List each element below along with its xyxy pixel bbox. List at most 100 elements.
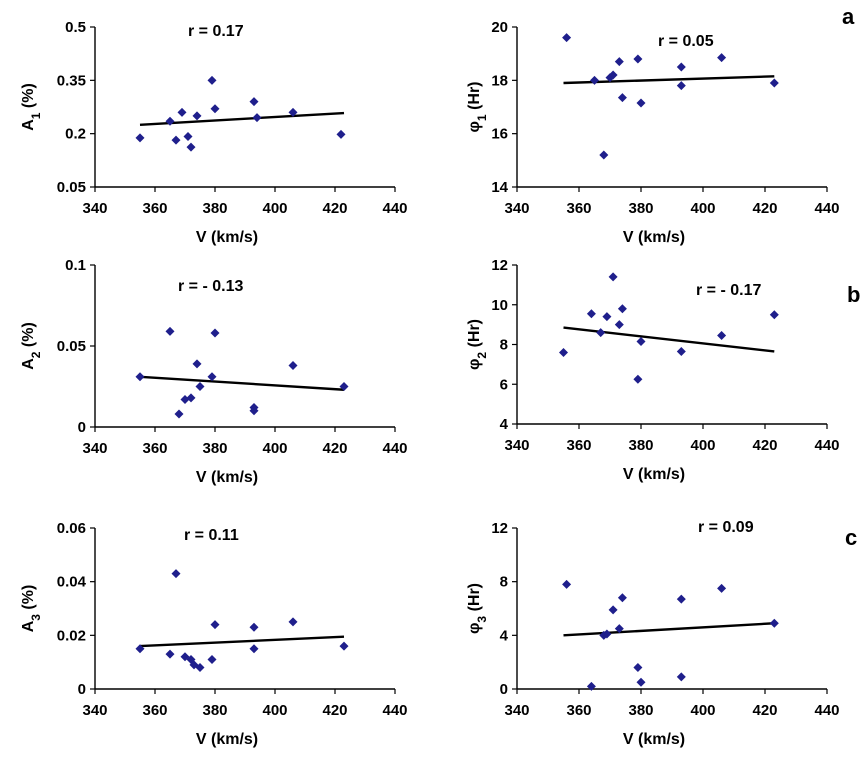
- data-point: [636, 677, 646, 687]
- x-tick-label: 360: [566, 200, 591, 217]
- x-tick-label: 400: [690, 702, 715, 719]
- trend-line: [563, 622, 775, 637]
- y-axis-label: A3 (%): [20, 585, 43, 633]
- data-point: [717, 53, 727, 63]
- y-tick-label: 6: [500, 376, 508, 393]
- data-point: [183, 132, 193, 142]
- chart-panel-A2: 0 0.05 0.1 340 360 380 400 420 440 V (km/s) A2 (%)…: [20, 257, 408, 486]
- x-tick-label: 420: [322, 200, 347, 217]
- data-point: [135, 133, 145, 143]
- x-tick-label: 420: [752, 702, 777, 719]
- trend-line: [139, 375, 345, 391]
- trend-line: [139, 635, 345, 648]
- y-tick-label: 0: [78, 681, 86, 698]
- y-tick-label: 4: [500, 627, 509, 644]
- x-tick-label: 400: [690, 437, 715, 454]
- data-point: [195, 663, 205, 673]
- chart-panel-A3: 0 0.02 0.04 0.06 340 360 380 400 420 440 V (km/s) A…: [20, 520, 408, 748]
- x-tick-label: 360: [142, 200, 167, 217]
- correlation-annotation: r = 0.11: [184, 527, 239, 544]
- data-point: [717, 331, 727, 341]
- data-point: [676, 81, 686, 91]
- data-point: [135, 644, 145, 654]
- data-point: [186, 393, 196, 403]
- chart-panel-A1: 0.05 0.2 0.35 0.5 340 360 380 400 420 440 V (km/s)…: [20, 19, 408, 246]
- y-tick-label: 0.05: [57, 338, 86, 355]
- data-point: [207, 75, 217, 85]
- x-tick-label: 380: [628, 702, 653, 719]
- data-point: [602, 629, 612, 639]
- data-point: [676, 62, 686, 72]
- y-tick-label: 0: [78, 419, 86, 436]
- x-tick-label: 380: [628, 437, 653, 454]
- data-point: [562, 33, 572, 43]
- x-tick-label: 400: [262, 702, 287, 719]
- data-point: [559, 347, 568, 357]
- data-point: [769, 310, 779, 320]
- data-point: [336, 129, 346, 139]
- trend-line: [563, 75, 775, 85]
- y-tick-label: 0.04: [57, 574, 87, 591]
- data-point: [617, 304, 627, 314]
- y-tick-label: 4: [500, 416, 509, 433]
- data-point: [135, 372, 145, 382]
- y-tick-label: 0.5: [65, 19, 86, 36]
- panel-letter: b: [847, 282, 860, 307]
- data-point: [636, 98, 646, 108]
- data-point: [608, 272, 618, 282]
- correlation-annotation: r = 0.09: [698, 519, 754, 536]
- data-point: [599, 150, 609, 160]
- y-tick-label: 0.2: [65, 126, 86, 143]
- data-point: [171, 135, 181, 145]
- data-point: [562, 579, 572, 589]
- data-point: [165, 649, 175, 659]
- y-tick-label: 0.05: [57, 179, 86, 196]
- data-point: [207, 372, 217, 382]
- data-point: [177, 107, 187, 117]
- y-tick-label: 10: [491, 297, 508, 314]
- data-point: [210, 328, 220, 338]
- data-point: [617, 93, 627, 103]
- y-tick-label: 12: [491, 520, 508, 537]
- y-tick-label: 20: [491, 19, 508, 36]
- y-tick-label: 14: [491, 179, 508, 196]
- x-tick-label: 440: [814, 437, 839, 454]
- y-tick-label: 16: [491, 126, 508, 143]
- chart-panel-phi3: 0 4 8 12 340 360 380 400 420 440 V (km/s) φ3 (Hr) r …: [466, 519, 857, 748]
- data-point: [339, 382, 349, 391]
- data-point: [288, 360, 298, 370]
- y-tick-label: 18: [491, 72, 508, 89]
- x-tick-label: 440: [814, 702, 839, 719]
- data-point: [633, 54, 643, 64]
- y-tick-label: 12: [491, 257, 508, 274]
- data-point: [617, 593, 627, 603]
- y-axis-label: A1 (%): [20, 83, 43, 131]
- chart-panel-phi1: 14 16 18 20 340 360 380 400 420 440 V (km/s) φ1 (Hr…: [466, 4, 855, 246]
- data-point: [586, 681, 596, 691]
- y-axis-label: φ1 (Hr): [466, 81, 489, 132]
- x-tick-label: 360: [142, 702, 167, 719]
- x-axis-label: V (km/s): [196, 731, 258, 748]
- data-point: [636, 337, 646, 347]
- data-point: [676, 672, 686, 682]
- x-tick-label: 340: [504, 437, 529, 454]
- data-point: [249, 97, 259, 107]
- data-point: [769, 78, 779, 88]
- data-point: [210, 620, 220, 630]
- data-point: [207, 654, 217, 664]
- data-point: [596, 328, 606, 338]
- data-point: [633, 374, 643, 384]
- data-point: [676, 346, 686, 356]
- y-axis-label: φ3 (Hr): [466, 583, 489, 634]
- x-tick-label: 440: [382, 200, 407, 217]
- x-axis-label: V (km/s): [196, 229, 258, 246]
- data-point: [174, 409, 184, 419]
- x-tick-label: 360: [566, 437, 591, 454]
- x-tick-label: 420: [322, 702, 347, 719]
- data-point: [608, 605, 618, 615]
- x-tick-label: 340: [82, 702, 107, 719]
- data-point: [192, 359, 202, 369]
- x-tick-label: 380: [202, 440, 227, 457]
- panel-letter: a: [842, 4, 855, 29]
- data-point: [676, 594, 686, 604]
